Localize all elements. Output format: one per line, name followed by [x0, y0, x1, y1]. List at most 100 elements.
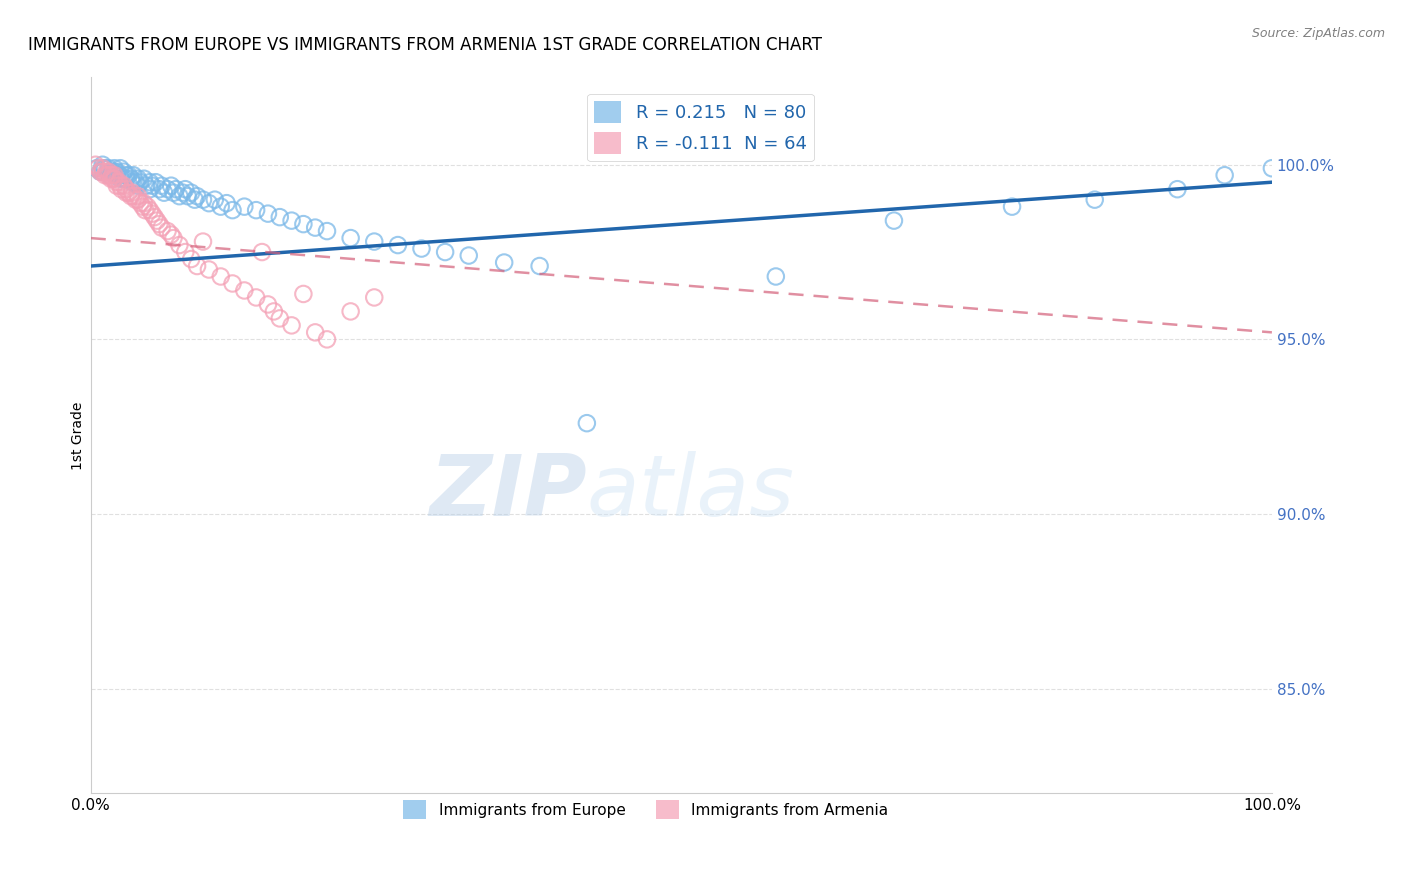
- Point: [160, 227, 183, 242]
- Point: [103, 171, 125, 186]
- Point: [174, 245, 197, 260]
- Point: [172, 186, 194, 200]
- Point: [363, 235, 385, 249]
- Point: [765, 269, 787, 284]
- Point: [97, 161, 120, 176]
- Point: [233, 284, 256, 298]
- Point: [127, 189, 149, 203]
- Point: [139, 175, 162, 189]
- Point: [191, 193, 214, 207]
- Point: [186, 259, 208, 273]
- Point: [191, 235, 214, 249]
- Point: [215, 196, 238, 211]
- Point: [86, 161, 108, 176]
- Point: [122, 168, 145, 182]
- Point: [115, 186, 138, 200]
- Point: [316, 332, 339, 346]
- Point: [105, 178, 128, 193]
- Point: [112, 178, 135, 193]
- Point: [120, 171, 142, 186]
- Point: [103, 168, 125, 182]
- Point: [156, 182, 179, 196]
- Point: [198, 262, 221, 277]
- Point: [883, 213, 905, 227]
- Point: [245, 203, 267, 218]
- Point: [110, 168, 132, 182]
- Point: [146, 213, 169, 227]
- Point: [434, 245, 457, 260]
- Point: [132, 200, 155, 214]
- Point: [529, 259, 551, 273]
- Point: [250, 245, 273, 260]
- Point: [169, 238, 191, 252]
- Point: [411, 242, 433, 256]
- Point: [129, 175, 152, 189]
- Text: ZIP: ZIP: [429, 451, 586, 534]
- Point: [169, 189, 191, 203]
- Point: [110, 182, 132, 196]
- Point: [139, 182, 162, 196]
- Point: [186, 189, 208, 203]
- Point: [174, 182, 197, 196]
- Point: [257, 297, 280, 311]
- Point: [97, 165, 120, 179]
- Point: [304, 326, 326, 340]
- Point: [156, 224, 179, 238]
- Point: [221, 277, 243, 291]
- Point: [110, 171, 132, 186]
- Point: [184, 193, 207, 207]
- Point: [141, 207, 163, 221]
- Point: [101, 168, 124, 182]
- Point: [132, 171, 155, 186]
- Point: [103, 168, 125, 182]
- Point: [180, 186, 202, 200]
- Point: [94, 168, 117, 182]
- Point: [115, 182, 138, 196]
- Point: [98, 168, 121, 182]
- Point: [141, 178, 163, 193]
- Legend: Immigrants from Europe, Immigrants from Armenia: Immigrants from Europe, Immigrants from …: [398, 794, 894, 825]
- Point: [304, 220, 326, 235]
- Point: [127, 171, 149, 186]
- Point: [132, 196, 155, 211]
- Y-axis label: 1st Grade: 1st Grade: [72, 401, 86, 469]
- Point: [575, 416, 598, 430]
- Point: [127, 193, 149, 207]
- Point: [91, 161, 114, 176]
- Point: [1001, 200, 1024, 214]
- Point: [1166, 182, 1188, 196]
- Point: [209, 200, 232, 214]
- Point: [292, 287, 315, 301]
- Point: [387, 238, 409, 252]
- Point: [180, 252, 202, 266]
- Point: [105, 175, 128, 189]
- Point: [103, 161, 125, 176]
- Point: [103, 165, 125, 179]
- Point: [165, 182, 187, 196]
- Point: [150, 178, 173, 193]
- Point: [124, 193, 146, 207]
- Point: [162, 186, 184, 200]
- Point: [91, 165, 114, 179]
- Point: [120, 189, 142, 203]
- Point: [94, 165, 117, 179]
- Point: [257, 207, 280, 221]
- Point: [110, 178, 132, 193]
- Point: [204, 193, 226, 207]
- Text: Source: ZipAtlas.com: Source: ZipAtlas.com: [1251, 27, 1385, 40]
- Point: [103, 171, 125, 186]
- Point: [87, 161, 110, 176]
- Point: [339, 231, 361, 245]
- Point: [280, 213, 302, 227]
- Point: [127, 178, 149, 193]
- Point: [134, 203, 156, 218]
- Point: [108, 175, 131, 189]
- Point: [145, 175, 167, 189]
- Point: [209, 269, 232, 284]
- Point: [269, 210, 291, 224]
- Point: [117, 168, 139, 182]
- Point: [121, 175, 143, 189]
- Point: [91, 165, 114, 179]
- Point: [148, 182, 170, 196]
- Point: [160, 178, 183, 193]
